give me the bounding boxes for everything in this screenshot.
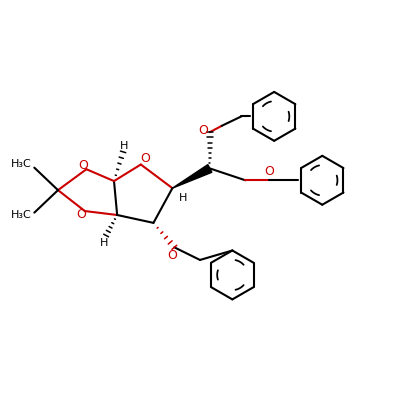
Text: H: H [120, 140, 128, 150]
Text: O: O [199, 124, 208, 137]
Text: O: O [264, 165, 274, 178]
Text: H₃C: H₃C [11, 210, 32, 220]
Text: O: O [168, 249, 177, 262]
Text: O: O [77, 208, 87, 222]
Text: H: H [179, 193, 188, 203]
Polygon shape [172, 165, 212, 188]
Text: O: O [78, 159, 88, 172]
Text: H₃C: H₃C [11, 160, 32, 170]
Text: O: O [140, 152, 150, 165]
Text: H: H [100, 238, 108, 248]
